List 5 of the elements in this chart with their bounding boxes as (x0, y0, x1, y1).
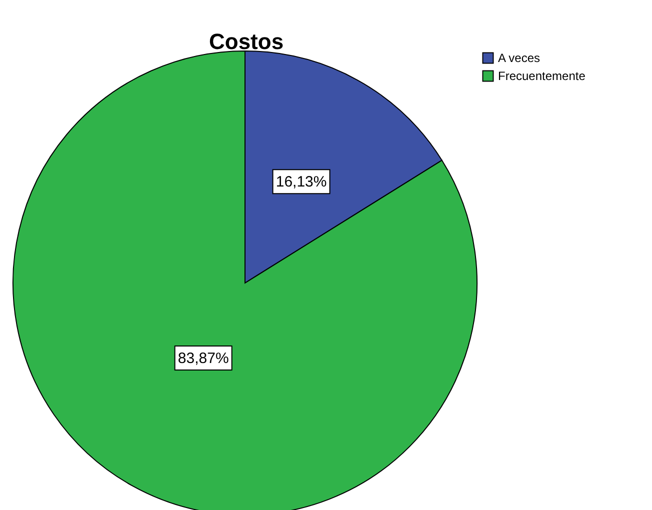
data-label: 16,13% (276, 174, 327, 191)
chart-title: Costos (209, 29, 284, 54)
legend-label: A veces (498, 51, 540, 65)
legend-label: Frecuentemente (498, 69, 586, 83)
data-label: 83,87% (178, 350, 229, 368)
